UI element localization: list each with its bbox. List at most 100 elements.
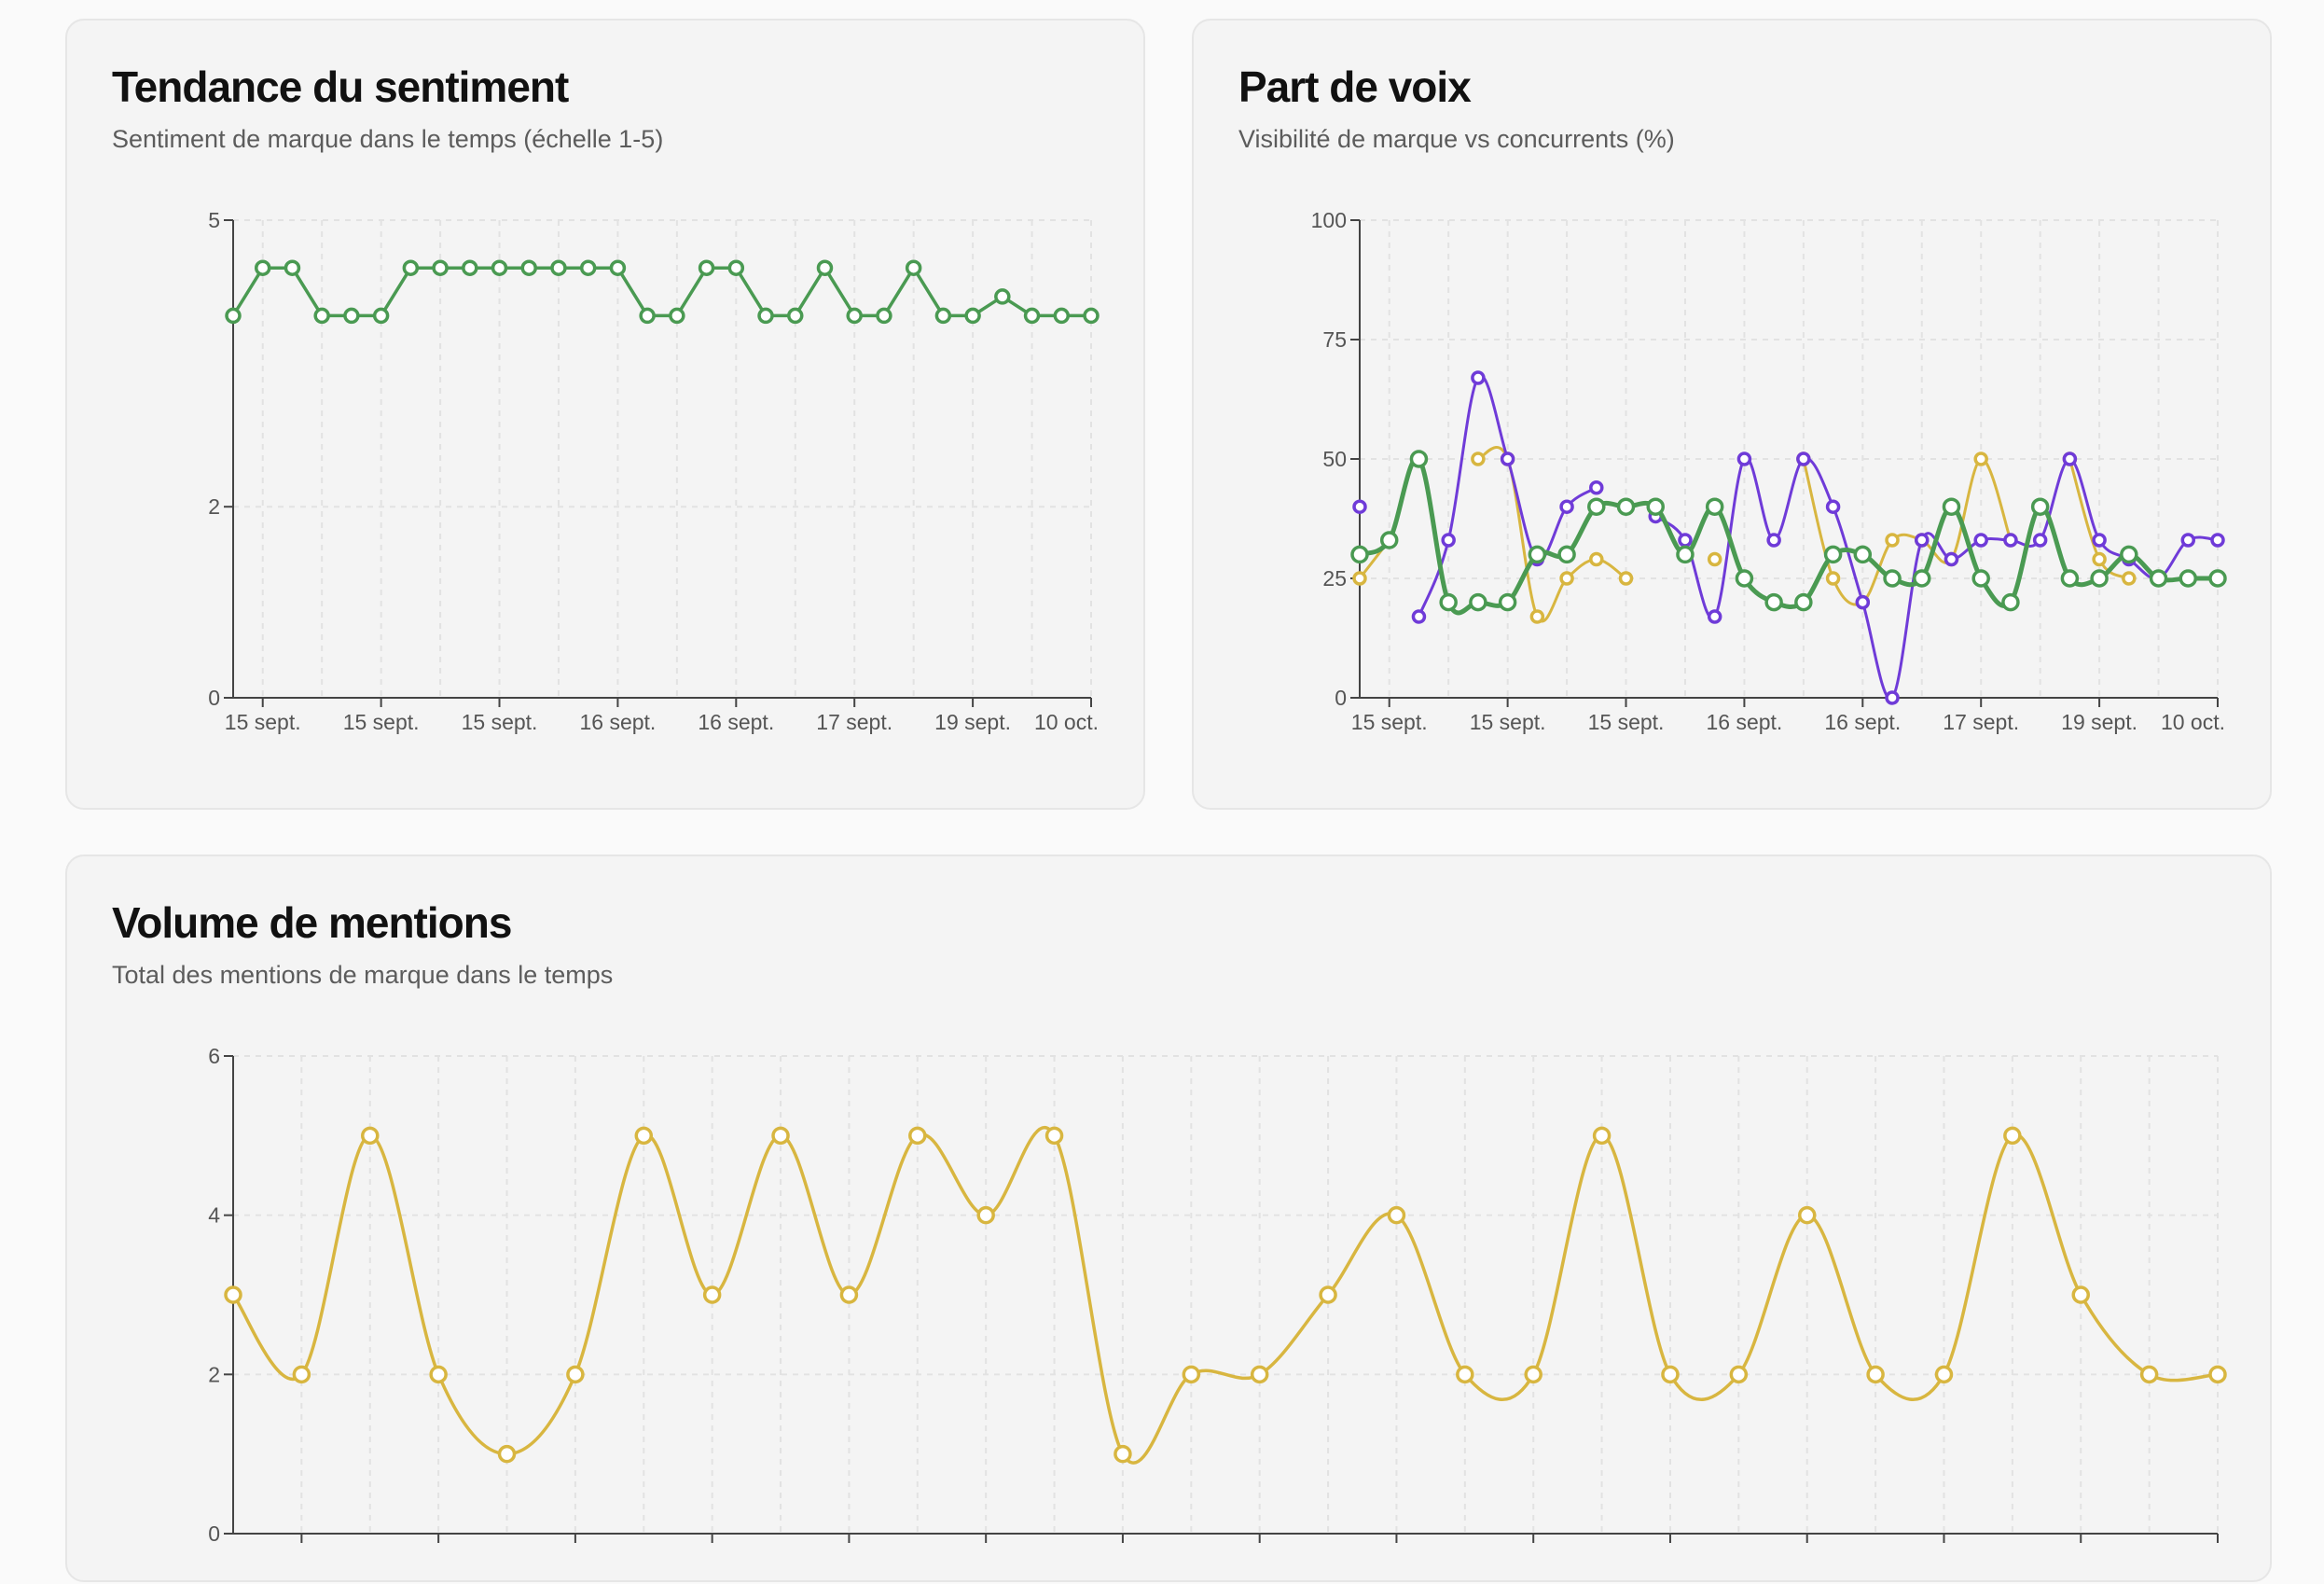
data-point[interactable] [1707, 609, 1722, 624]
data-point[interactable] [2208, 1365, 2227, 1384]
data-point[interactable] [1023, 307, 1041, 325]
data-point[interactable] [1411, 609, 1427, 624]
data-point[interactable] [1592, 1126, 1612, 1146]
data-point[interactable] [2090, 569, 2109, 588]
data-point[interactable] [1350, 545, 1369, 564]
data-point[interactable] [2003, 1126, 2022, 1146]
data-point[interactable] [787, 307, 804, 325]
data-point[interactable] [727, 259, 745, 276]
data-point[interactable] [284, 259, 301, 276]
data-point[interactable] [1766, 533, 1781, 548]
data-point[interactable] [1661, 1365, 1680, 1384]
data-point[interactable] [1676, 545, 1695, 564]
data-point[interactable] [1735, 569, 1754, 588]
data-point[interactable] [1528, 545, 1547, 564]
data-point[interactable] [292, 1365, 311, 1384]
data-point[interactable] [550, 259, 567, 276]
data-point[interactable] [1646, 497, 1665, 516]
data-point[interactable] [579, 259, 597, 276]
data-point[interactable] [1498, 592, 1517, 612]
data-point[interactable] [1942, 497, 1961, 516]
data-point[interactable] [2032, 533, 2048, 548]
data-point[interactable] [1971, 569, 1990, 588]
data-point[interactable] [1794, 592, 1813, 612]
data-point[interactable] [2180, 533, 2196, 548]
data-point[interactable] [1736, 452, 1752, 466]
data-point[interactable] [1589, 551, 1604, 567]
data-point[interactable] [757, 307, 774, 325]
data-point[interactable] [839, 1285, 859, 1304]
data-point[interactable] [2139, 1365, 2159, 1384]
data-point[interactable] [361, 1126, 380, 1146]
data-point[interactable] [254, 259, 271, 276]
data-point[interactable] [908, 1126, 927, 1146]
data-point[interactable] [1823, 545, 1843, 564]
data-point[interactable] [1250, 1365, 1269, 1384]
data-point[interactable] [1559, 571, 1574, 586]
data-point[interactable] [609, 259, 627, 276]
data-point[interactable] [816, 259, 834, 276]
data-point[interactable] [1469, 592, 1487, 612]
data-point[interactable] [1409, 450, 1429, 468]
data-point[interactable] [1973, 533, 1988, 548]
data-point[interactable] [2122, 571, 2137, 586]
data-point[interactable] [1764, 592, 1783, 612]
data-point[interactable] [1883, 569, 1902, 588]
data-point[interactable] [1885, 533, 1900, 548]
data-point[interactable] [1529, 609, 1545, 624]
data-point[interactable] [1589, 479, 1604, 495]
data-point[interactable] [634, 1126, 654, 1146]
data-point[interactable] [1053, 307, 1071, 325]
data-point[interactable] [313, 307, 330, 325]
data-point[interactable] [1866, 1365, 1885, 1384]
data-point[interactable] [1915, 533, 1930, 548]
data-point[interactable] [566, 1365, 585, 1384]
data-point[interactable] [2060, 569, 2080, 588]
data-point[interactable] [1587, 497, 1606, 516]
data-point[interactable] [2208, 569, 2227, 588]
data-point[interactable] [976, 1205, 995, 1225]
data-point[interactable] [1944, 551, 1959, 567]
data-point[interactable] [1379, 531, 1399, 549]
data-point[interactable] [1387, 1205, 1406, 1225]
data-point[interactable] [2120, 545, 2138, 564]
data-point[interactable] [1729, 1365, 1749, 1384]
data-point[interactable] [1934, 1365, 1954, 1384]
data-point[interactable] [698, 259, 715, 276]
data-point[interactable] [1114, 1444, 1132, 1464]
data-point[interactable] [2071, 1285, 2090, 1304]
data-point[interactable] [1616, 497, 1636, 516]
data-point[interactable] [1044, 1126, 1064, 1146]
data-point[interactable] [1524, 1365, 1542, 1384]
data-point[interactable] [372, 307, 390, 325]
data-point[interactable] [520, 259, 537, 276]
data-point[interactable] [462, 259, 478, 276]
data-point[interactable] [1557, 545, 1576, 564]
data-point[interactable] [1456, 1365, 1474, 1384]
data-point[interactable] [2092, 533, 2107, 548]
data-point[interactable] [1797, 1205, 1817, 1225]
data-point[interactable] [2149, 569, 2168, 588]
data-point[interactable] [1678, 533, 1693, 548]
data-point[interactable] [702, 1285, 722, 1304]
data-point[interactable] [1825, 499, 1841, 514]
data-point[interactable] [639, 307, 656, 325]
data-point[interactable] [1182, 1365, 1201, 1384]
data-point[interactable] [1973, 452, 1988, 466]
data-point[interactable] [2092, 551, 2107, 567]
data-point[interactable] [2062, 452, 2078, 466]
data-point[interactable] [1352, 499, 1367, 514]
data-point[interactable] [1083, 307, 1100, 325]
data-point[interactable] [1319, 1285, 1337, 1304]
data-point[interactable] [429, 1365, 448, 1384]
data-point[interactable] [934, 307, 952, 325]
data-point[interactable] [1500, 452, 1515, 466]
data-point[interactable] [1471, 370, 1486, 385]
data-point[interactable] [1796, 452, 1811, 466]
data-point[interactable] [343, 307, 360, 325]
data-point[interactable] [2210, 533, 2225, 548]
data-point[interactable] [2001, 592, 2020, 612]
data-point[interactable] [964, 307, 981, 325]
data-point[interactable] [876, 307, 892, 325]
data-point[interactable] [1885, 690, 1900, 705]
